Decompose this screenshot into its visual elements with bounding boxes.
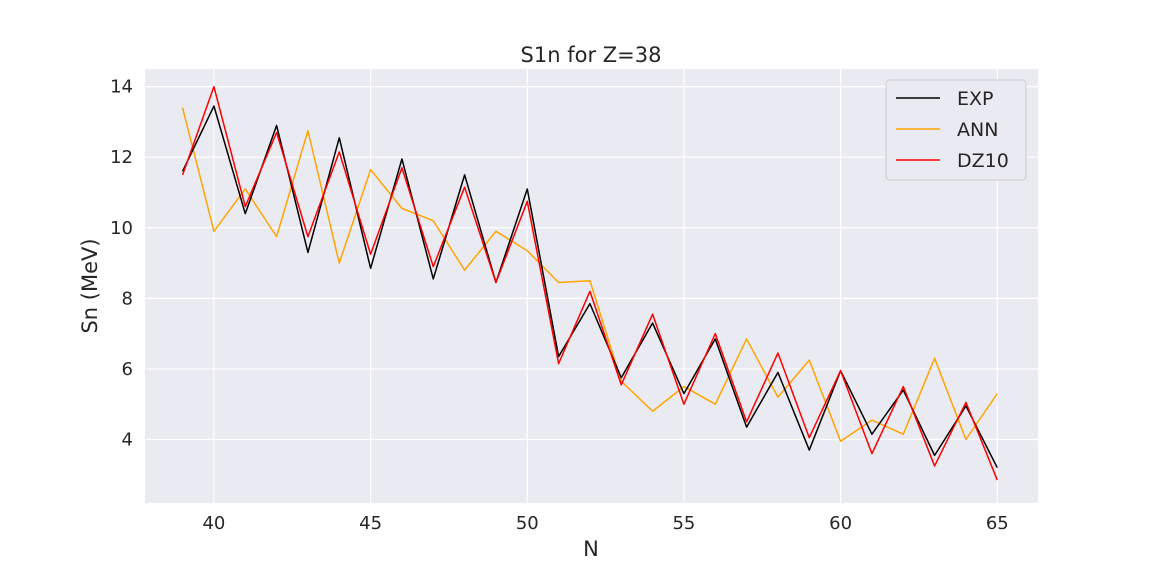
y-axis-label: Sn (MeV) <box>78 238 102 333</box>
y-tick-label: 10 <box>110 218 133 239</box>
series-layer <box>181 85 998 481</box>
x-tick-label: 55 <box>672 513 695 534</box>
legend-label-dz10: DZ10 <box>957 150 1009 172</box>
y-tick-label: 4 <box>122 429 133 450</box>
series-line-exp <box>181 105 998 469</box>
y-ticks: 4 6 8 10 12 14 <box>110 77 133 451</box>
y-tick-label: 14 <box>110 77 133 98</box>
legend-label-exp: EXP <box>957 88 993 110</box>
x-tick-label: 45 <box>359 513 382 534</box>
chart-title: S1n for Z=38 <box>521 43 662 67</box>
x-tick-label: 65 <box>986 513 1009 534</box>
x-tick-label: 60 <box>829 513 852 534</box>
y-tick-label: 12 <box>110 147 133 168</box>
x-tick-label: 50 <box>516 513 539 534</box>
legend-label-ann: ANN <box>957 119 998 141</box>
legend: EXP ANN DZ10 <box>885 79 1027 181</box>
y-tick-label: 8 <box>122 288 133 309</box>
x-tick-label: 40 <box>202 513 225 534</box>
legend-box <box>885 79 1027 181</box>
series-line-dz10 <box>181 85 998 481</box>
x-axis-label: N <box>583 537 599 561</box>
y-tick-label: 6 <box>122 359 133 380</box>
x-ticks: 40 45 50 55 60 65 <box>202 513 1008 534</box>
